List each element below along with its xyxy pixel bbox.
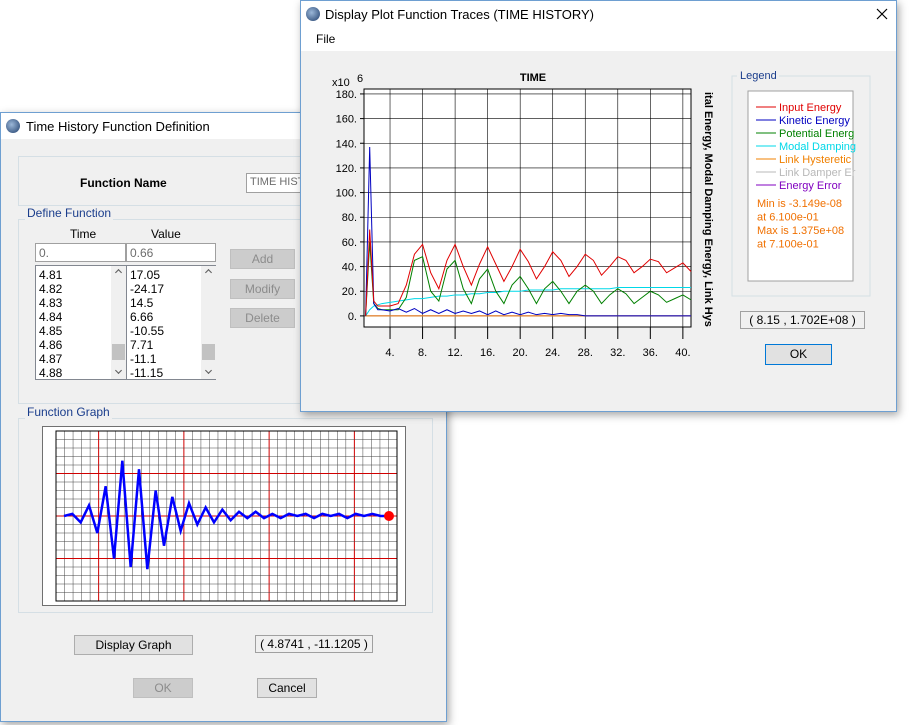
- y-tick-label: 100.: [336, 188, 357, 200]
- y-tick-label: 160.: [336, 114, 357, 126]
- window-title: Display Plot Function Traces (TIME HISTO…: [325, 7, 594, 22]
- list-row: 4.87: [39, 352, 63, 366]
- cursor-readout: ( 4.8741 , -11.1205 ): [255, 635, 373, 653]
- delete-button[interactable]: Delete: [230, 308, 295, 328]
- function-graph: [42, 426, 406, 606]
- annotation: Min is -3.149e-08: [757, 198, 842, 210]
- list-row: 14.5: [130, 296, 154, 310]
- list-row: 4.84: [39, 310, 63, 324]
- column-header: Time: [70, 227, 97, 241]
- group-box: [18, 418, 433, 613]
- x-tick-label: 32.: [610, 347, 625, 359]
- scale-exponent: 6: [357, 73, 363, 85]
- name-field[interactable]: TIME HISTO: [246, 173, 316, 193]
- y-tick-label: 80.: [342, 212, 357, 224]
- list-row: 7.71: [130, 338, 154, 352]
- y-tick-label: 180.: [336, 89, 357, 101]
- value-list[interactable]: 17.05 -24.17 14.5 6.66 -10.55 7.71 -11.1 -11.15: [126, 265, 216, 380]
- cancel-button[interactable]: Cancel: [257, 678, 317, 698]
- close-button[interactable]: [876, 8, 888, 20]
- scroll-thumb: [202, 344, 215, 360]
- x-tick-label: 20.: [513, 347, 528, 359]
- list-row: 4.85: [39, 324, 63, 338]
- y-tick-label: 140.: [336, 138, 357, 150]
- legend-title: Legend: [740, 70, 777, 82]
- list-row: 4.81: [39, 268, 63, 282]
- annotation: at 7.100e-01: [757, 239, 819, 251]
- title-bar: [301, 1, 896, 51]
- group-label: Function Graph: [25, 405, 112, 419]
- value-input[interactable]: 0.66: [126, 243, 216, 262]
- x-tick-label: 24.: [545, 347, 560, 359]
- scroll-thumb: [112, 344, 125, 360]
- y-tick-label: 40.: [342, 262, 357, 274]
- list-row: 4.86: [39, 338, 63, 352]
- list-row: -11.15: [130, 366, 164, 380]
- modify-button[interactable]: Modify: [230, 279, 295, 299]
- y-tick-label: 120.: [336, 163, 357, 175]
- function-line: [63, 460, 389, 570]
- ok-button[interactable]: OK: [133, 678, 193, 698]
- list-row: -24.17: [130, 282, 165, 296]
- menu-item[interactable]: File: [316, 32, 336, 46]
- legend-entry: Link Hysteretic: [779, 154, 852, 166]
- x-tick-label: 28.: [578, 347, 593, 359]
- legend-group: [731, 75, 871, 297]
- x-tick-label: 40.: [675, 347, 690, 359]
- series-line: [365, 146, 691, 317]
- app-icon: [6, 119, 20, 133]
- series-line: [365, 287, 691, 317]
- y-tick-label: 60.: [342, 237, 357, 249]
- list-row: 4.82: [39, 282, 63, 296]
- current-point: [384, 511, 394, 521]
- scrollbar: [111, 266, 126, 379]
- x-tick-label: 12.: [447, 347, 462, 359]
- time-input[interactable]: 0.: [35, 243, 126, 262]
- legend-entry: Kinetic Energy: [779, 115, 850, 127]
- cursor-readout: ( 8.15 , 1.702E+08 ): [740, 311, 865, 329]
- x-tick-label: 4.: [385, 347, 394, 359]
- list-row: -11.1: [130, 352, 157, 366]
- column-header: Value: [151, 227, 181, 241]
- series-line: [365, 229, 692, 316]
- legend-box: [747, 90, 854, 282]
- scale-label: x10: [332, 77, 350, 89]
- y-axis-label: ital Energy, Modal Damping Energy, Link …: [702, 92, 714, 327]
- label: Function Name: [80, 176, 167, 190]
- legend-label-bg: [737, 69, 779, 81]
- legend-entry: Input Energy: [779, 102, 842, 114]
- window-title: Time History Function Definition: [26, 119, 210, 134]
- annotation: at 6.100e-01: [757, 212, 819, 224]
- x-tick-label: 36.: [643, 347, 658, 359]
- graph-area: [55, 430, 398, 602]
- legend-entry: Potential Energ: [779, 128, 854, 140]
- list-row: -10.55: [130, 324, 165, 338]
- legend-entry: Modal Damping: [779, 141, 856, 153]
- list-row: 6.66: [130, 310, 154, 324]
- y-tick-label: 20.: [342, 286, 357, 298]
- list-row: 17.05: [130, 268, 161, 282]
- group-label: Define Function: [25, 206, 114, 220]
- list-row: 4.88: [39, 366, 63, 380]
- y-tick-label: 0.: [348, 311, 357, 323]
- display-graph-button[interactable]: Display Graph: [74, 635, 193, 655]
- scrollbar: [201, 266, 216, 379]
- annotation: Max is 1.375e+08: [757, 225, 844, 237]
- legend-entry: Energy Error: [779, 180, 842, 192]
- ok-button[interactable]: OK: [765, 344, 832, 365]
- trace-window: Display Plot Function Traces (TIME HISTO…: [300, 0, 897, 412]
- list-row: 4.83: [39, 296, 63, 310]
- time-list[interactable]: 4.81 4.82 4.83 4.84 4.85 4.86 4.87 4.88: [35, 265, 126, 380]
- legend-entry: Link Damper Er: [779, 167, 856, 179]
- x-tick-label: 8.: [418, 347, 427, 359]
- series-line: [365, 241, 692, 316]
- trace-chart: TIME x10 6 ital Energy, Modal Damping Energ…: [332, 69, 871, 359]
- app-icon: [306, 7, 320, 21]
- add-button[interactable]: Add: [230, 249, 295, 269]
- x-tick-label: 16.: [480, 347, 495, 359]
- chart-title: TIME: [520, 72, 546, 84]
